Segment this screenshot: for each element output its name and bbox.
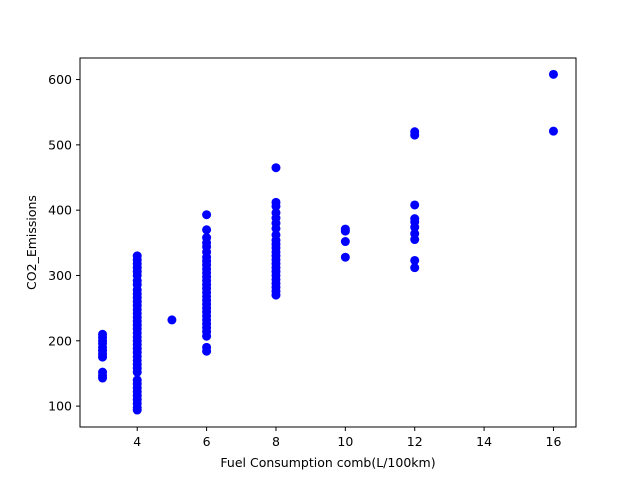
x-tick-label: 12: [407, 434, 423, 449]
x-tick-label: 10: [337, 434, 353, 449]
y-axis-label: CO2_Emissions: [24, 195, 39, 290]
data-point: [271, 208, 281, 218]
data-point: [132, 375, 142, 385]
data-point: [167, 315, 177, 325]
data-point: [98, 367, 108, 377]
x-tick-label: 8: [272, 434, 280, 449]
data-point: [202, 210, 212, 220]
data-point: [548, 126, 558, 136]
data-point: [340, 237, 350, 247]
data-point: [202, 225, 212, 235]
data-point: [271, 230, 281, 240]
x-tick-label: 6: [203, 434, 211, 449]
data-point: [340, 252, 350, 262]
y-tick-label: 300: [48, 268, 72, 283]
data-point: [202, 342, 212, 352]
data-point: [271, 163, 281, 173]
x-tick-label: 4: [133, 434, 141, 449]
points-layer: [98, 69, 558, 415]
data-point: [410, 200, 420, 210]
data-point: [271, 197, 281, 207]
data-point: [202, 233, 212, 243]
data-point: [410, 229, 420, 239]
data-point: [340, 224, 350, 234]
y-tick-label: 400: [48, 203, 72, 218]
x-tick-label: 14: [476, 434, 492, 449]
y-axis: 100 200 300 400 500 600: [48, 72, 80, 414]
data-point: [98, 329, 108, 339]
y-tick-label: 600: [48, 72, 72, 87]
x-axis-label: Fuel Consumption comb(L/100km): [220, 455, 435, 470]
x-axis: 4 6 8 10 12 14 16: [133, 427, 561, 449]
data-point: [548, 69, 558, 79]
y-tick-label: 200: [48, 333, 72, 348]
x-tick-label: 16: [546, 434, 562, 449]
plot-frame: [79, 57, 577, 428]
data-point: [132, 251, 142, 261]
data-point: [410, 263, 420, 273]
y-tick-label: 100: [48, 399, 72, 414]
y-tick-label: 500: [48, 137, 72, 152]
data-point: [410, 255, 420, 265]
data-point: [410, 214, 420, 224]
data-point: [410, 127, 420, 137]
